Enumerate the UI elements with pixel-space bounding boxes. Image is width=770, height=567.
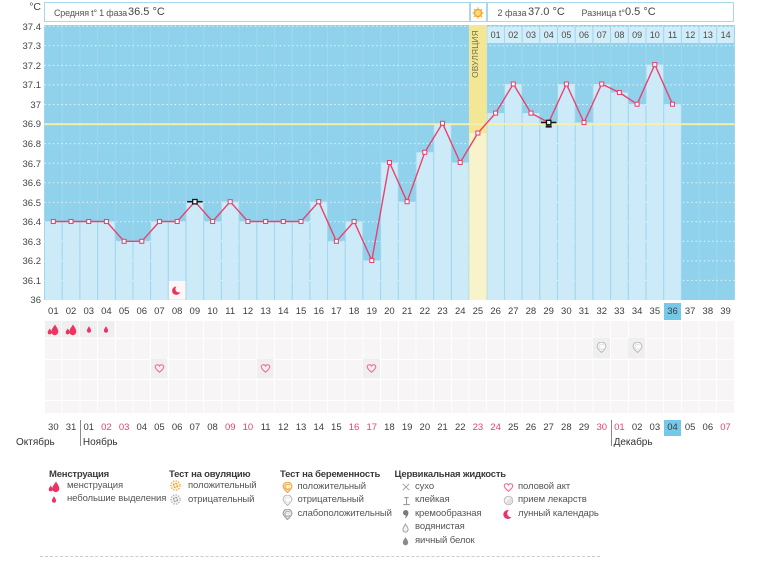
svg-text:01: 01 [491, 30, 501, 40]
svg-text:12: 12 [685, 30, 695, 40]
svg-text:11: 11 [668, 30, 677, 40]
svg-text:03: 03 [526, 30, 536, 40]
svg-text:14: 14 [721, 30, 731, 40]
svg-text:02: 02 [508, 30, 518, 40]
svg-text:04: 04 [544, 30, 554, 40]
svg-text:09: 09 [632, 30, 642, 40]
svg-text:07: 07 [597, 30, 607, 40]
svg-text:08: 08 [614, 30, 624, 40]
svg-text:05: 05 [561, 30, 571, 40]
svg-text:13: 13 [703, 30, 713, 40]
svg-text:ОВУЛЯЦИЯ: ОВУЛЯЦИЯ [470, 30, 480, 78]
svg-text:10: 10 [650, 30, 660, 40]
svg-text:06: 06 [579, 30, 589, 40]
